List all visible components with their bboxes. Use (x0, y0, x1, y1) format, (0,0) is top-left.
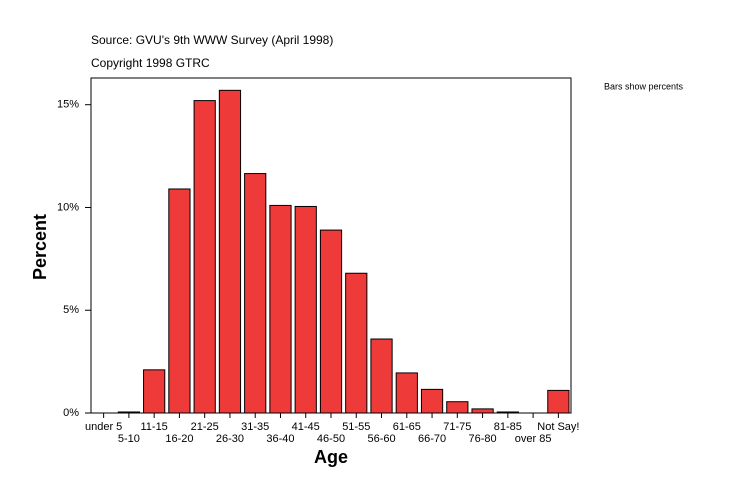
bar (218, 89, 242, 414)
bar (117, 411, 141, 414)
x-axis-label: Age (314, 447, 348, 467)
annotation: Bars show percents (604, 81, 684, 91)
y-tick-label: 0% (63, 407, 79, 419)
bar (547, 389, 570, 414)
bar (345, 272, 368, 414)
x-tick-label: 81-85 (494, 421, 522, 433)
bar (319, 229, 343, 414)
x-tick-label: under 5 (85, 421, 122, 433)
bar (143, 369, 166, 414)
x-tick-label: 26-30 (216, 433, 244, 445)
x-tick-label: 21-25 (191, 421, 219, 433)
x-tick-label: 51-55 (342, 421, 370, 433)
x-tick-label: 16-20 (165, 433, 193, 445)
x-tick-label: 71-75 (443, 421, 471, 433)
x-tick-label: Not Say! (537, 421, 579, 433)
x-tick-label: 76-80 (469, 433, 497, 445)
bar (395, 372, 418, 414)
x-tick-label: 11-15 (140, 421, 167, 433)
bar (244, 173, 267, 414)
y-tick-label: 15% (57, 99, 79, 111)
y-tick-label: 10% (57, 201, 79, 213)
chart-title: Source: GVU's 9th WWW Survey (April 1998… (91, 33, 333, 47)
bar (446, 401, 469, 414)
bar (496, 411, 519, 414)
x-tick-label: 46-50 (317, 433, 345, 445)
x-tick-label: 31-35 (241, 421, 269, 433)
bar (269, 204, 292, 414)
bar (370, 338, 393, 414)
y-tick-label: 5% (63, 304, 79, 316)
bar (193, 100, 216, 414)
x-tick-label: 5-10 (118, 433, 140, 445)
x-tick-label: over 85 (515, 433, 552, 445)
bar (420, 388, 444, 414)
bar (168, 188, 191, 414)
x-tick-label: 36-40 (266, 433, 294, 445)
x-tick-label: 41-45 (292, 421, 320, 433)
y-axis-label: Percent (30, 214, 50, 280)
x-tick-label: 61-65 (393, 421, 421, 433)
bar (471, 408, 494, 414)
chart-subtitle: Copyright 1998 GTRC (91, 56, 210, 70)
x-tick-label: 66-70 (418, 433, 446, 445)
x-tick-label: 56-60 (367, 433, 395, 445)
bar (294, 205, 317, 414)
